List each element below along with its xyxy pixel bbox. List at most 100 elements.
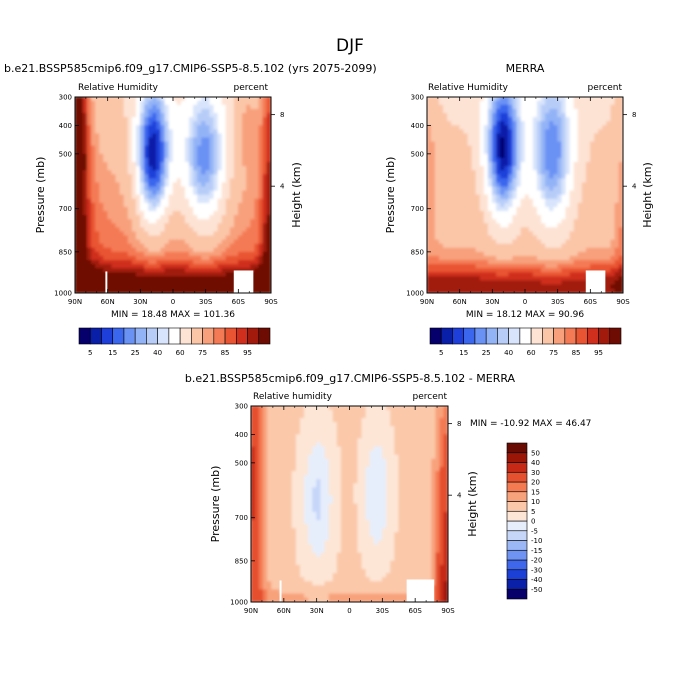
obs-cell: [581, 251, 587, 257]
model-cell: [217, 190, 223, 196]
obs-cell: [447, 272, 452, 277]
diff-cell: [263, 406, 268, 411]
obs-cell: [610, 97, 616, 102]
obs-cell: [492, 288, 497, 293]
model-cell: [225, 219, 231, 224]
model-cell: [176, 153, 182, 159]
obs-cell: [430, 284, 436, 290]
obs-cell: [602, 174, 607, 179]
obs-cell: [549, 231, 554, 237]
obs-cell: [483, 190, 489, 196]
obs-cell: [475, 153, 481, 159]
model-cell: [172, 145, 178, 151]
obs-cell: [463, 260, 469, 265]
model-cell: [221, 117, 227, 122]
model-cell: [184, 276, 190, 282]
model-cell: [254, 251, 260, 257]
obs-cell: [590, 235, 595, 241]
obs-cell: [590, 202, 595, 208]
obs-cell: [483, 198, 489, 204]
obs-cell: [557, 272, 563, 277]
obs-cell: [455, 268, 460, 273]
obs-cell: [487, 170, 493, 175]
model-cell: [201, 121, 206, 126]
obs-cell: [524, 288, 530, 293]
obs-cell: [520, 276, 526, 282]
model-cell: [233, 260, 239, 265]
obs-cell: [585, 223, 591, 228]
model-cell: [246, 170, 251, 175]
model-cell: [246, 239, 251, 245]
obs-cell: [487, 186, 493, 192]
model-cell: [78, 97, 84, 102]
model-cell: [246, 133, 251, 139]
model-cell: [221, 268, 227, 273]
obs-cell: [447, 186, 452, 192]
obs-cell: [504, 170, 509, 175]
obs-cell: [496, 166, 501, 171]
obs-cell: [504, 272, 509, 277]
obs-cell: [577, 268, 583, 273]
model-cell: [205, 104, 211, 110]
obs-cell: [492, 174, 497, 179]
obs-cell: [614, 211, 620, 216]
model-cell: [172, 186, 178, 192]
model-cell: [107, 100, 113, 106]
obs-cell: [520, 178, 526, 184]
obs-cell: [577, 117, 583, 122]
model-cell: [242, 182, 247, 188]
obs-cell: [577, 162, 583, 167]
model-cell: [189, 170, 194, 175]
obs-cell: [504, 178, 509, 184]
obs-cell: [561, 141, 567, 147]
obs-cell: [614, 206, 620, 212]
model-cell: [217, 108, 223, 114]
obs-cell: [569, 141, 575, 147]
model-cell: [123, 280, 129, 286]
obs-cell: [541, 215, 546, 220]
obs-cell: [459, 153, 465, 159]
model-cell: [250, 153, 255, 159]
obs-cell: [475, 202, 481, 208]
model-cell: [254, 178, 260, 184]
obs-cell: [557, 145, 563, 151]
model-cell: [258, 190, 264, 196]
obs-cell: [427, 219, 432, 224]
model-cell: [119, 215, 125, 220]
model-cell: [189, 125, 194, 130]
model-cell: [197, 227, 202, 233]
obs-cell: [508, 268, 514, 273]
panel-obs-ylabel: Pressure (mb): [384, 157, 397, 234]
model-cell: [180, 104, 186, 110]
model-cell: [75, 157, 80, 163]
model-cell: [156, 211, 162, 216]
model-cell: [78, 223, 84, 228]
obs-cell: [561, 247, 567, 253]
model-cell: [242, 149, 247, 155]
obs-cell: [447, 97, 452, 102]
obs-cell: [467, 104, 473, 110]
model-cell: [160, 223, 166, 228]
model-cell: [75, 251, 80, 257]
obs-cell: [577, 243, 583, 249]
model-cell: [238, 145, 243, 151]
model-cell: [127, 145, 133, 151]
obs-cell: [471, 223, 477, 228]
obs-cell: [483, 166, 489, 171]
obs-cell: [618, 231, 623, 237]
model-cell: [258, 260, 264, 265]
obs-cell: [427, 182, 432, 188]
obs-cell: [504, 190, 509, 196]
obs-cell: [451, 108, 456, 114]
model-cell: [127, 264, 133, 269]
model-colorbar-swatch: [247, 327, 260, 345]
model-cell: [176, 211, 182, 216]
model-cell: [250, 227, 255, 233]
obs-cell: [610, 239, 616, 245]
obs-cell: [541, 170, 546, 175]
model-cell: [103, 227, 108, 233]
obs-cell: [610, 104, 616, 110]
model-cell: [164, 215, 170, 220]
obs-cell: [438, 121, 444, 126]
obs-cell: [430, 251, 436, 257]
